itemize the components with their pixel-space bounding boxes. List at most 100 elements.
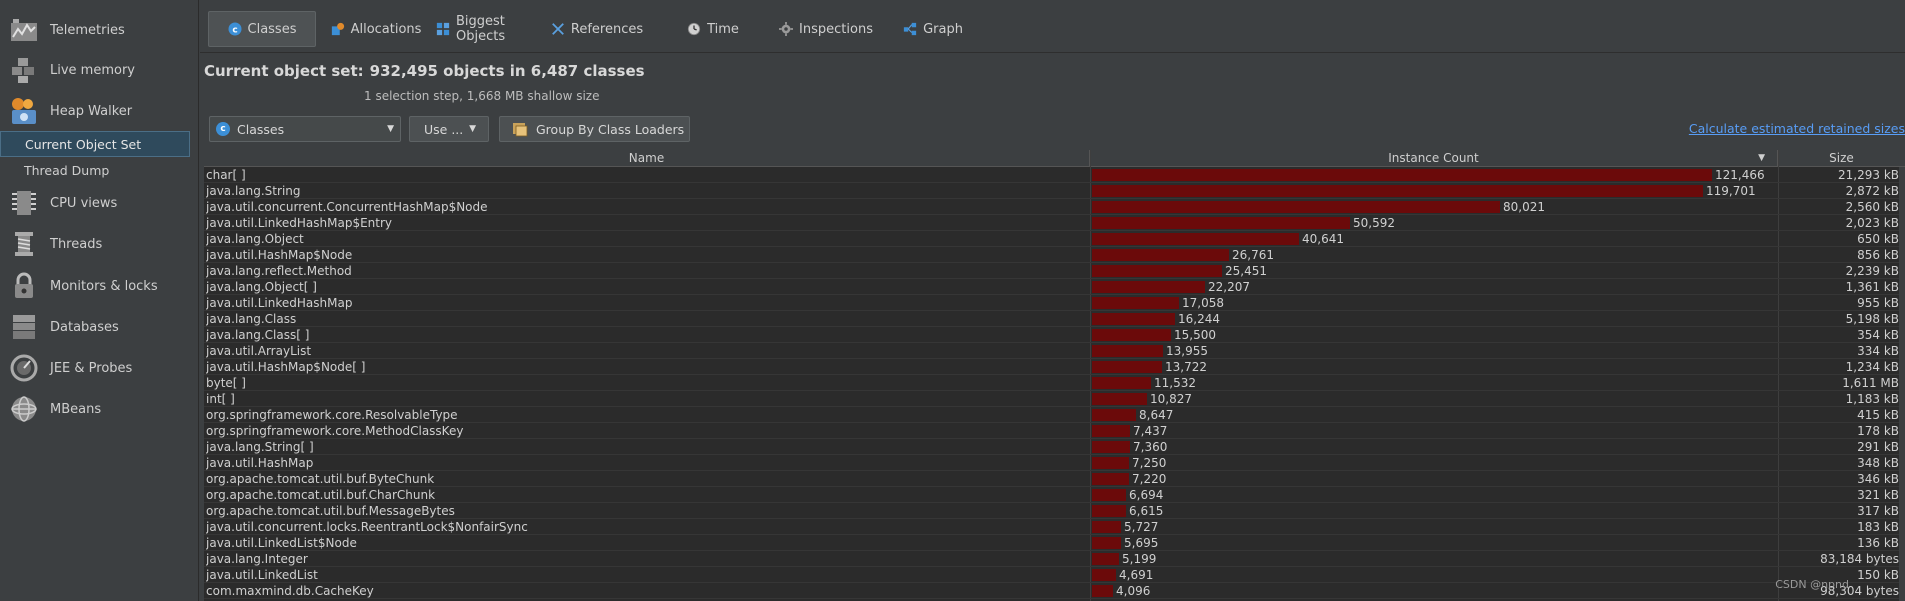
tab-references[interactable]: References xyxy=(552,11,644,47)
instance-count-value: 5,695 xyxy=(1124,536,1159,550)
calculate-retained-sizes-link[interactable]: Calculate estimated retained sizes xyxy=(1688,121,1905,136)
cell-size: 5,198 kB xyxy=(1845,312,1899,326)
sidebar-item-jee-probes[interactable]: JEE & Probes xyxy=(0,346,199,390)
sidebar-item-telemetries[interactable]: Telemetries xyxy=(0,8,199,52)
tab-classes[interactable]: c Classes xyxy=(208,11,316,47)
vertical-scrollbar[interactable] xyxy=(1899,167,1905,601)
table-row[interactable]: org.apache.tomcat.util.buf.MessageBytes 6… xyxy=(204,503,1905,519)
sidebar-item-mbeans[interactable]: MBeans xyxy=(0,387,199,431)
sidebar-item-databases[interactable]: Databases xyxy=(0,305,199,349)
cell-name: char[ ] xyxy=(206,168,246,182)
cell-name: java.util.LinkedHashMap$Entry xyxy=(206,216,393,230)
cell-name: org.apache.tomcat.util.buf.ByteChunk xyxy=(206,472,435,486)
tab-label: References xyxy=(570,21,644,37)
table-row[interactable]: java.lang.String[ ] 7,360 291 kB xyxy=(204,439,1905,455)
sidebar-item-label: CPU views xyxy=(50,195,118,211)
sidebar-item-live-memory[interactable]: Live memory xyxy=(0,48,199,92)
instance-count-bar xyxy=(1092,457,1129,469)
use-button[interactable]: Use ... ▼ xyxy=(409,116,489,142)
instance-count-value: 80,021 xyxy=(1503,200,1545,214)
sidebar-item-label: Monitors & locks xyxy=(50,278,158,294)
tab-label: Inspections xyxy=(799,21,873,37)
table-row[interactable]: java.lang.Integer 5,199 83,184 bytes xyxy=(204,551,1905,567)
group-by-class-loaders-button[interactable]: Group By Class Loaders xyxy=(499,116,690,142)
sidebar-item-heap-walker[interactable]: Heap Walker xyxy=(0,89,199,133)
cell-name: java.util.LinkedList xyxy=(206,568,318,582)
instance-count-bar xyxy=(1092,585,1113,597)
tab-allocations[interactable]: Allocations xyxy=(328,11,424,47)
sidebar-item-monitors-locks[interactable]: Monitors & locks xyxy=(0,264,199,308)
column-separator xyxy=(1778,150,1779,601)
cell-instance-count: 4,691 xyxy=(1091,567,1777,583)
table-row[interactable]: org.apache.tomcat.util.buf.CharChunk 6,69… xyxy=(204,487,1905,503)
table-row[interactable]: java.lang.Class[ ] 15,500 354 kB xyxy=(204,327,1905,343)
cell-name: java.util.ArrayList xyxy=(206,344,312,358)
cell-size: 150 kB xyxy=(1857,568,1899,582)
table-row[interactable]: java.util.LinkedHashMap$Entry 50,592 2,023… xyxy=(204,215,1905,231)
instance-count-bar xyxy=(1092,217,1350,229)
instance-count-bar xyxy=(1092,393,1147,405)
table-row[interactable]: java.lang.Class 16,244 5,198 kB xyxy=(204,311,1905,327)
instance-count-bar xyxy=(1092,441,1130,453)
instance-count-value: 7,250 xyxy=(1132,456,1167,470)
telemetries-icon xyxy=(8,14,40,46)
table-row[interactable]: java.util.LinkedList 4,691 150 kB xyxy=(204,567,1905,583)
cell-name: java.lang.Object xyxy=(206,232,304,246)
table-row[interactable]: java.util.LinkedHashMap 17,058 955 kB xyxy=(204,295,1905,311)
cell-size: 178 kB xyxy=(1857,424,1899,438)
view-combo[interactable]: c Classes ▼ xyxy=(209,116,401,142)
cell-instance-count: 4,096 xyxy=(1091,583,1777,599)
cpu-views-icon xyxy=(8,187,40,219)
instance-count-bar xyxy=(1092,569,1116,581)
table-row[interactable]: int[ ] 10,827 1,183 kB xyxy=(204,391,1905,407)
cell-instance-count: 7,360 xyxy=(1091,439,1777,455)
sidebar-item-cpu-views[interactable]: CPU views xyxy=(0,181,199,225)
cell-size: 1,234 kB xyxy=(1845,360,1899,374)
column-header-size[interactable]: Size xyxy=(1829,151,1854,165)
column-header-instance-count[interactable]: Instance Count ▼ xyxy=(1090,150,1778,167)
sidebar-item-threads[interactable]: Threads xyxy=(0,222,199,266)
instance-count-bar xyxy=(1092,345,1163,357)
sidebar-subitem-thread-dump[interactable]: Thread Dump xyxy=(24,162,110,178)
table-row[interactable]: com.maxmind.db.CacheKey 4,096 98,304 bytes xyxy=(204,583,1905,599)
instance-count-value: 13,722 xyxy=(1165,360,1207,374)
tab-inspections[interactable]: Inspections xyxy=(776,11,876,47)
instance-count-bar xyxy=(1092,425,1130,437)
table-row[interactable]: java.util.ArrayList 13,955 334 kB xyxy=(204,343,1905,359)
table-row[interactable]: char[ ] 121,466 21,293 kB xyxy=(204,167,1905,183)
graph-icon xyxy=(903,22,917,36)
instance-count-value: 7,360 xyxy=(1133,440,1168,454)
table-row[interactable]: java.lang.Object[ ] 22,207 1,361 kB xyxy=(204,279,1905,295)
table-row[interactable]: java.util.LinkedList$Node 5,695 136 kB xyxy=(204,535,1905,551)
column-header-name[interactable]: Name xyxy=(204,150,1090,167)
instance-count-value: 25,451 xyxy=(1225,264,1267,278)
tab-biggest-objects[interactable]: Biggest Objects xyxy=(428,11,546,47)
table-row[interactable]: java.lang.String 119,701 2,872 kB xyxy=(204,183,1905,199)
table-row[interactable]: java.util.HashMap$Node[ ] 13,722 1,234 kB xyxy=(204,359,1905,375)
table-row[interactable]: java.util.concurrent.locks.ReentrantLock… xyxy=(204,519,1905,535)
cell-size: 321 kB xyxy=(1857,488,1899,502)
cell-instance-count: 8,647 xyxy=(1091,407,1777,423)
cell-name: java.lang.Class[ ] xyxy=(206,328,310,342)
table-row[interactable]: org.springframework.core.MethodClassKey 7… xyxy=(204,423,1905,439)
instance-count-value: 6,694 xyxy=(1129,488,1164,502)
table-row[interactable]: org.springframework.core.ResolvableType 8… xyxy=(204,407,1905,423)
table-row[interactable]: org.apache.tomcat.util.buf.ByteChunk 7,22… xyxy=(204,471,1905,487)
cell-size: 2,560 kB xyxy=(1845,200,1899,214)
cell-instance-count: 5,199 xyxy=(1091,551,1777,567)
cell-name: java.lang.Class xyxy=(206,312,297,326)
cell-instance-count: 15,500 xyxy=(1091,327,1777,343)
sidebar-subitem-current-object-set[interactable]: Current Object Set xyxy=(0,131,190,157)
table-row[interactable]: byte[ ] 11,532 1,611 MB xyxy=(204,375,1905,391)
table-row[interactable]: java.lang.reflect.Method 25,451 2,239 kB xyxy=(204,263,1905,279)
table-row[interactable]: java.util.concurrent.ConcurrentHashMap$N… xyxy=(204,199,1905,215)
table-row[interactable]: java.util.HashMap$Node 26,761 856 kB xyxy=(204,247,1905,263)
tab-label: Allocations xyxy=(350,21,422,37)
tab-time[interactable]: Time xyxy=(678,11,748,47)
instance-count-value: 26,761 xyxy=(1232,248,1274,262)
tab-graph[interactable]: Graph xyxy=(900,11,966,47)
cell-size: 334 kB xyxy=(1857,344,1899,358)
table-row[interactable]: java.util.HashMap 7,250 348 kB xyxy=(204,455,1905,471)
table-row[interactable]: java.lang.Object 40,641 650 kB xyxy=(204,231,1905,247)
instance-count-bar xyxy=(1092,553,1119,565)
